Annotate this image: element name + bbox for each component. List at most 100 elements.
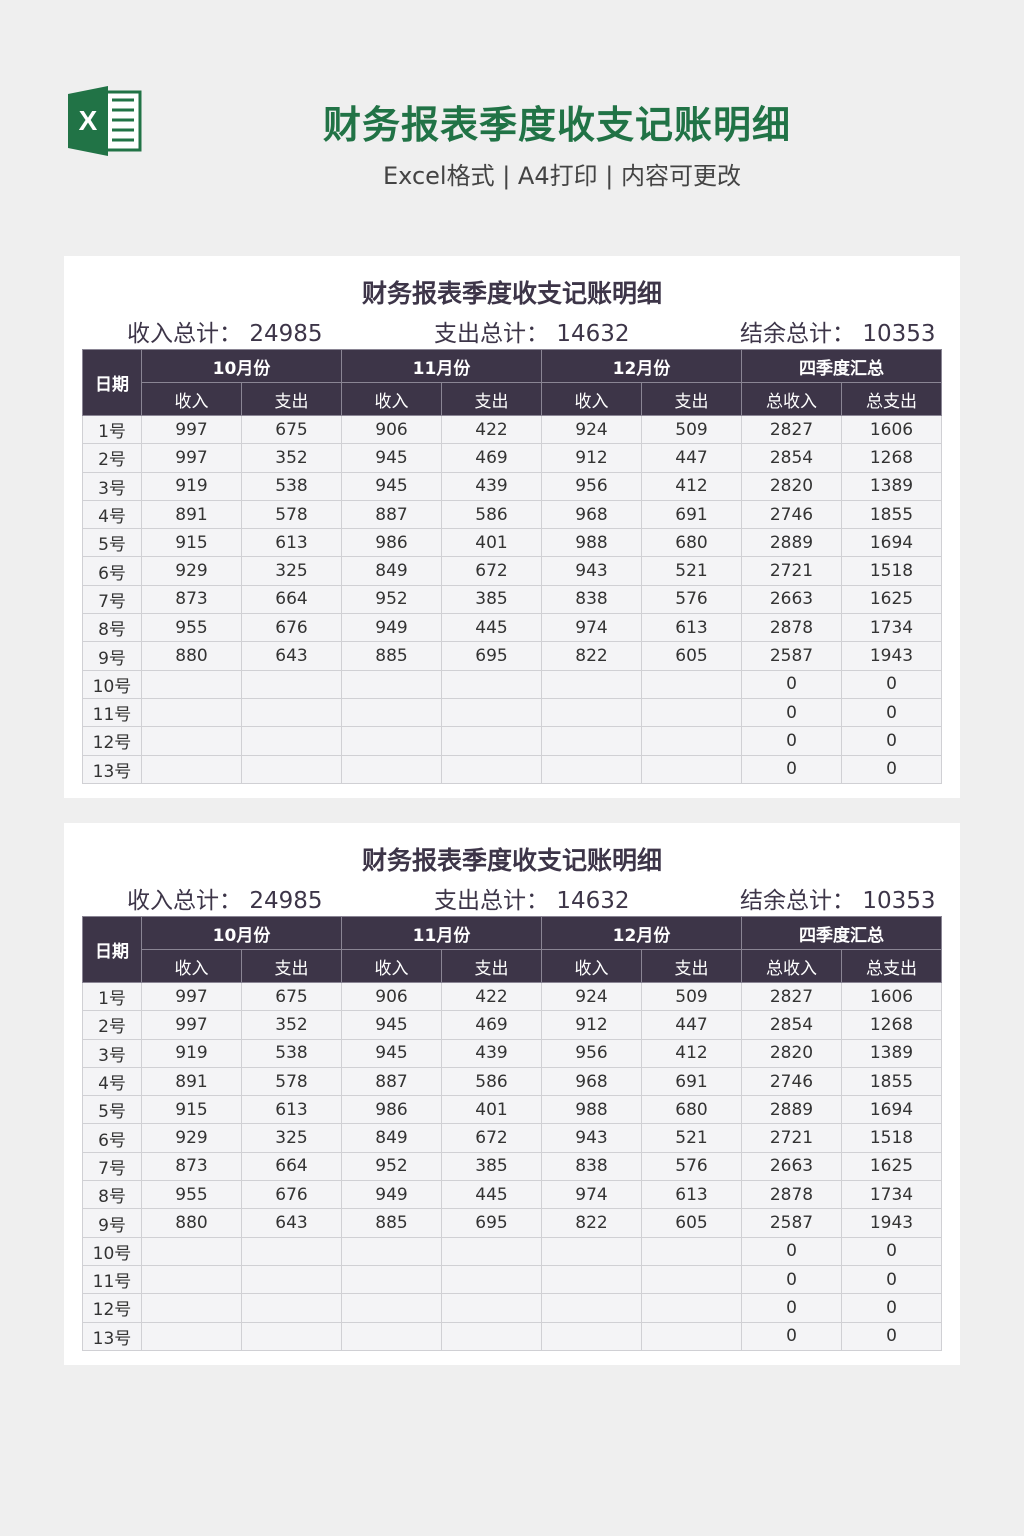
- value-cell[interactable]: 2746: [741, 1066, 842, 1097]
- value-cell[interactable]: [341, 669, 442, 699]
- value-cell[interactable]: 974: [541, 613, 642, 643]
- value-cell[interactable]: 943: [541, 1123, 642, 1153]
- value-cell[interactable]: 822: [541, 1208, 642, 1238]
- value-cell[interactable]: [441, 697, 542, 728]
- value-cell[interactable]: [341, 1264, 442, 1295]
- value-cell[interactable]: [341, 697, 442, 728]
- value-cell[interactable]: 2827: [741, 981, 842, 1012]
- value-cell[interactable]: 915: [141, 528, 242, 558]
- value-cell[interactable]: 924: [541, 414, 642, 445]
- value-cell[interactable]: 906: [341, 414, 442, 445]
- value-cell[interactable]: [341, 754, 442, 784]
- value-cell[interactable]: [141, 1321, 242, 1351]
- value-cell[interactable]: 912: [541, 443, 642, 473]
- value-cell[interactable]: 643: [241, 641, 342, 671]
- value-cell[interactable]: 613: [641, 1180, 742, 1210]
- date-cell[interactable]: 2号: [82, 1010, 142, 1040]
- value-cell[interactable]: 887: [341, 499, 442, 530]
- value-cell[interactable]: 605: [641, 1208, 742, 1238]
- value-cell[interactable]: 2587: [741, 641, 842, 671]
- value-cell[interactable]: [241, 1321, 342, 1351]
- value-cell[interactable]: 538: [241, 1038, 342, 1068]
- value-cell[interactable]: 956: [541, 1038, 642, 1068]
- value-cell[interactable]: [541, 1264, 642, 1295]
- value-cell[interactable]: 945: [341, 443, 442, 473]
- value-cell[interactable]: [541, 754, 642, 784]
- value-cell[interactable]: [441, 754, 542, 784]
- value-cell[interactable]: 955: [141, 613, 242, 643]
- value-cell[interactable]: [141, 1264, 242, 1295]
- value-cell[interactable]: [141, 726, 242, 756]
- value-cell[interactable]: [241, 754, 342, 784]
- value-cell[interactable]: 613: [241, 528, 342, 558]
- date-cell[interactable]: 6号: [82, 556, 142, 586]
- value-cell[interactable]: 509: [641, 981, 742, 1012]
- value-cell[interactable]: 0: [741, 1321, 842, 1351]
- value-cell[interactable]: [441, 726, 542, 756]
- value-cell[interactable]: 2746: [741, 499, 842, 530]
- value-cell[interactable]: 1943: [841, 641, 942, 671]
- value-cell[interactable]: 906: [341, 981, 442, 1012]
- value-cell[interactable]: 1734: [841, 1180, 942, 1210]
- value-cell[interactable]: 672: [441, 556, 542, 586]
- value-cell[interactable]: 956: [541, 471, 642, 501]
- value-cell[interactable]: 1518: [841, 1123, 942, 1153]
- value-cell[interactable]: 691: [641, 499, 742, 530]
- value-cell[interactable]: 0: [741, 754, 842, 784]
- value-cell[interactable]: 873: [141, 584, 242, 615]
- value-cell[interactable]: 952: [341, 584, 442, 615]
- value-cell[interactable]: 412: [641, 1038, 742, 1068]
- value-cell[interactable]: [341, 726, 442, 756]
- value-cell[interactable]: 968: [541, 499, 642, 530]
- value-cell[interactable]: 576: [641, 1151, 742, 1182]
- value-cell[interactable]: 0: [841, 1264, 942, 1295]
- value-cell[interactable]: 469: [441, 443, 542, 473]
- date-cell[interactable]: 7号: [82, 584, 142, 615]
- date-cell[interactable]: 1号: [82, 981, 142, 1012]
- value-cell[interactable]: 0: [741, 1264, 842, 1295]
- value-cell[interactable]: [641, 1321, 742, 1351]
- value-cell[interactable]: [641, 726, 742, 756]
- date-cell[interactable]: 9号: [82, 641, 142, 671]
- value-cell[interactable]: [641, 697, 742, 728]
- value-cell[interactable]: 822: [541, 641, 642, 671]
- value-cell[interactable]: 915: [141, 1095, 242, 1125]
- value-cell[interactable]: 613: [241, 1095, 342, 1125]
- value-cell[interactable]: 997: [141, 443, 242, 473]
- value-cell[interactable]: 974: [541, 1180, 642, 1210]
- date-cell[interactable]: 2号: [82, 443, 142, 473]
- date-cell[interactable]: 13号: [82, 1321, 142, 1351]
- value-cell[interactable]: [441, 1236, 542, 1266]
- date-cell[interactable]: 8号: [82, 613, 142, 643]
- value-cell[interactable]: 1625: [841, 1151, 942, 1182]
- value-cell[interactable]: 929: [141, 1123, 242, 1153]
- value-cell[interactable]: 675: [241, 981, 342, 1012]
- date-cell[interactable]: 4号: [82, 1066, 142, 1097]
- value-cell[interactable]: [241, 1236, 342, 1266]
- value-cell[interactable]: 0: [741, 726, 842, 756]
- value-cell[interactable]: 988: [541, 1095, 642, 1125]
- value-cell[interactable]: [441, 1264, 542, 1295]
- value-cell[interactable]: 1694: [841, 1095, 942, 1125]
- value-cell[interactable]: 447: [641, 1010, 742, 1040]
- value-cell[interactable]: 605: [641, 641, 742, 671]
- value-cell[interactable]: 919: [141, 1038, 242, 1068]
- value-cell[interactable]: [541, 726, 642, 756]
- value-cell[interactable]: 2663: [741, 584, 842, 615]
- value-cell[interactable]: 2878: [741, 1180, 842, 1210]
- value-cell[interactable]: 997: [141, 981, 242, 1012]
- date-cell[interactable]: 8号: [82, 1180, 142, 1210]
- value-cell[interactable]: 2889: [741, 528, 842, 558]
- value-cell[interactable]: 521: [641, 1123, 742, 1153]
- value-cell[interactable]: 0: [841, 1236, 942, 1266]
- value-cell[interactable]: [641, 754, 742, 784]
- date-cell[interactable]: 5号: [82, 1095, 142, 1125]
- value-cell[interactable]: [141, 1293, 242, 1323]
- value-cell[interactable]: 2587: [741, 1208, 842, 1238]
- value-cell[interactable]: 2721: [741, 1123, 842, 1153]
- value-cell[interactable]: 422: [441, 981, 542, 1012]
- value-cell[interactable]: 929: [141, 556, 242, 586]
- date-cell[interactable]: 11号: [82, 697, 142, 728]
- value-cell[interactable]: 0: [841, 754, 942, 784]
- value-cell[interactable]: 955: [141, 1180, 242, 1210]
